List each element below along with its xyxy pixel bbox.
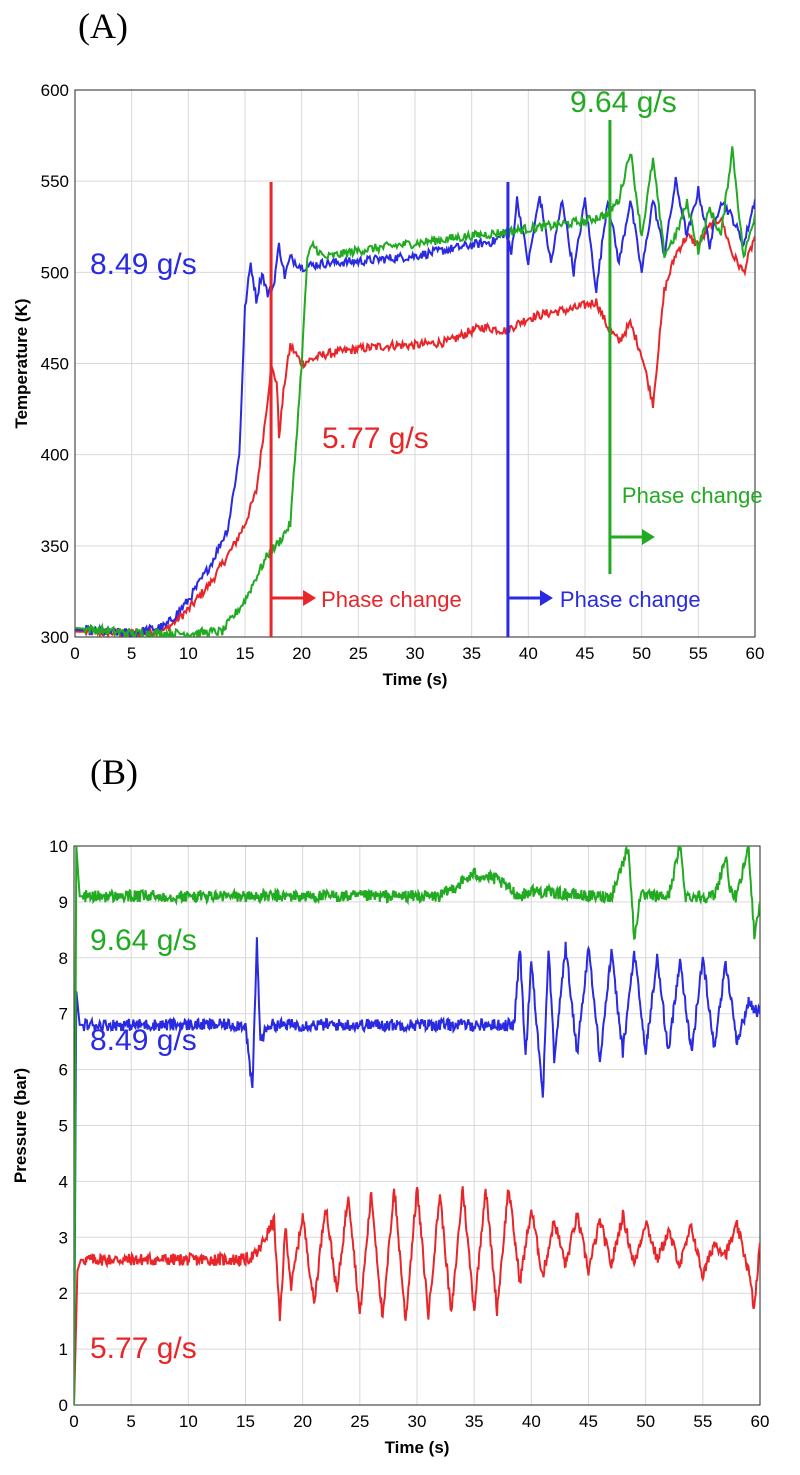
- series-line-8-49-g-s: [75, 176, 755, 637]
- y-tick-label: 350: [41, 537, 69, 556]
- x-tick-label: 5: [126, 1412, 135, 1431]
- y-axis-label: Temperature (K): [12, 298, 31, 428]
- x-tick-label: 25: [350, 1412, 369, 1431]
- series-label-8-49: 8.49 g/s: [90, 248, 197, 281]
- series-line-9-64-g-s: [75, 146, 755, 637]
- y-tick-label: 5: [59, 1117, 68, 1136]
- y-tick-label: 550: [41, 172, 69, 191]
- series-label-9-64: 9.64 g/s: [90, 924, 197, 957]
- x-tick-label: 45: [579, 1412, 598, 1431]
- series-label-9-64: 9.64 g/s: [570, 86, 677, 119]
- x-tick-label: 50: [636, 1412, 655, 1431]
- series-label-5-77: 5.77 g/s: [322, 422, 429, 455]
- x-tick-label: 50: [632, 644, 651, 663]
- x-tick-label: 10: [179, 1412, 198, 1431]
- x-tick-label: 20: [292, 644, 311, 663]
- phase-change-label-green: Phase change: [622, 483, 763, 508]
- pressure-chart: (B)0 5 10 15 20 25 30 35 40 45 50 55 60012345678910T…: [11, 752, 770, 1457]
- temperature-chart: (A) 0 5 10 15 20 25 30 35 40 45 50 55 60 300 350 400 450 5…: [12, 6, 765, 689]
- x-tick-label: 40: [519, 644, 538, 663]
- y-tick-label: 7: [59, 1005, 68, 1024]
- x-tick-label: 30: [408, 1412, 427, 1431]
- x-tick-label: 35: [462, 644, 481, 663]
- series-label-5-77: 5.77 g/s: [90, 1332, 197, 1365]
- series-line-5-77-g-s: [75, 215, 755, 637]
- x-tick-label: 5: [127, 644, 136, 663]
- y-tick-label: 1: [59, 1340, 68, 1359]
- y-axis-label: Pressure (bar): [11, 1068, 30, 1183]
- series-line-5-77-g-s: [74, 1186, 760, 1405]
- x-tick-label: 55: [689, 644, 708, 663]
- y-tick-label: 6: [59, 1061, 68, 1080]
- phase-change-label-red: Phase change: [321, 587, 462, 612]
- x-tick-label: 20: [293, 1412, 312, 1431]
- phase-change-label-blue: Phase change: [560, 587, 701, 612]
- series-line-8-49-g-s: [74, 937, 760, 1405]
- x-tick-label: 35: [465, 1412, 484, 1431]
- phase-arrow-red-head: [303, 590, 317, 606]
- x-tick-label: 60: [746, 644, 765, 663]
- phase-arrow-blue-head: [539, 590, 553, 606]
- x-tick-label: 25: [349, 644, 368, 663]
- x-tick-label: 15: [236, 1412, 255, 1431]
- x-tick-label: 10: [179, 644, 198, 663]
- x-axis-label: Time (s): [383, 670, 448, 689]
- y-tick-label: 450: [41, 355, 69, 374]
- y-tick-label: 8: [59, 949, 68, 968]
- series-label-8-49: 8.49 g/s: [90, 1024, 197, 1057]
- panel-label: (A): [78, 6, 128, 46]
- y-tick-label: 0: [59, 1396, 68, 1415]
- x-tick-label: 0: [70, 644, 79, 663]
- x-tick-label: 30: [406, 644, 425, 663]
- x-tick-label: 40: [522, 1412, 541, 1431]
- y-tick-label: 600: [41, 81, 69, 100]
- series-line-9-64-g-s: [74, 846, 760, 1405]
- x-tick-label: 55: [693, 1412, 712, 1431]
- plot-frame: [73, 845, 761, 1406]
- y-tick-label: 500: [41, 263, 69, 282]
- y-tick-label: 300: [41, 628, 69, 647]
- y-tick-label: 2: [59, 1284, 68, 1303]
- x-tick-label: 15: [236, 644, 255, 663]
- panel-label: (B): [90, 752, 138, 792]
- x-tick-label: 45: [576, 644, 595, 663]
- phase-arrow-green-head: [641, 529, 655, 545]
- x-tick-label: 60: [751, 1412, 770, 1431]
- y-tick-label: 10: [49, 837, 68, 856]
- x-tick-label: 0: [69, 1412, 78, 1431]
- y-tick-label: 400: [41, 446, 69, 465]
- y-tick-label: 9: [59, 893, 68, 912]
- plot-frame: [74, 89, 756, 638]
- x-axis-label: Time (s): [385, 1438, 450, 1457]
- y-tick-label: 4: [59, 1172, 68, 1191]
- y-tick-label: 3: [59, 1228, 68, 1247]
